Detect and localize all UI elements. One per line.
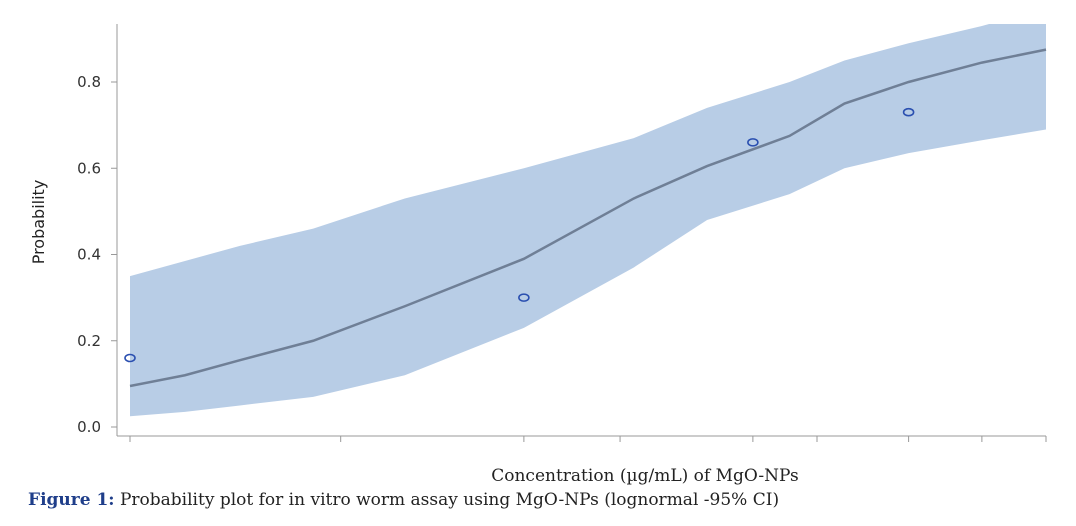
caption-text: Probability plot for in vitro worm assay… — [114, 490, 780, 510]
data-point — [902, 107, 915, 117]
y-tick-label: 0.8 — [77, 73, 101, 91]
fitted-curve — [129, 48, 1047, 388]
confidence-band — [130, 24, 1046, 417]
y-tick-label: 0.0 — [77, 418, 101, 436]
x-axis-title: Concentration (µg/mL) of MgO-NPs — [491, 466, 799, 486]
y-axis-title: Probability — [29, 180, 48, 265]
figure-caption: Figure 1: Probability plot for in vitro … — [28, 490, 779, 510]
y-tick-label: 0.6 — [77, 159, 101, 177]
data-point — [747, 138, 759, 147]
caption-label: Figure 1: — [28, 490, 115, 510]
data-point — [518, 293, 530, 302]
y-tick-label: 0.2 — [77, 332, 101, 350]
y-tick-label: 0.4 — [77, 246, 101, 264]
data-point — [124, 353, 136, 363]
